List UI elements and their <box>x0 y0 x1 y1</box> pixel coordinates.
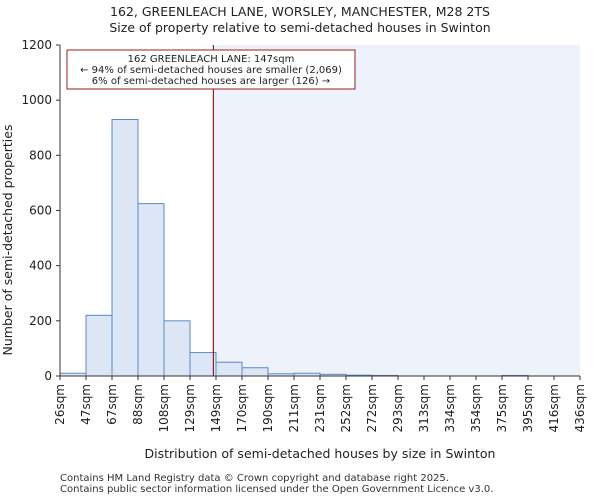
x-tick-label: 354sqm <box>469 384 483 432</box>
y-tick-label: 600 <box>29 204 52 218</box>
x-tick-label: 211sqm <box>287 384 301 432</box>
histogram-bar <box>137 203 165 377</box>
histogram-bar <box>111 118 139 377</box>
x-tick-label: 293sqm <box>391 384 405 432</box>
histogram-bar <box>241 367 269 377</box>
x-tick-label: 395sqm <box>521 384 535 432</box>
annotation-smaller: ← 94% of semi-detached houses are smalle… <box>80 65 342 76</box>
x-tick-label: 190sqm <box>261 384 275 432</box>
x-tick-label: 436sqm <box>573 384 587 432</box>
y-tick-label: 1000 <box>21 93 52 107</box>
annotation-title: 162 GREENLEACH LANE: 147sqm <box>128 54 295 65</box>
x-tick-label: 375sqm <box>495 384 509 432</box>
footer-copyright: Contains HM Land Registry data © Crown c… <box>60 473 449 484</box>
annotation-larger: 6% of semi-detached houses are larger (1… <box>92 76 330 87</box>
y-tick-label: 800 <box>29 148 52 162</box>
x-tick-label: 231sqm <box>313 384 327 432</box>
chart-title: 162, GREENLEACH LANE, WORSLEY, MANCHESTE… <box>110 4 490 19</box>
x-tick-label: 26sqm <box>53 384 67 425</box>
y-tick-label: 0 <box>44 369 52 383</box>
chart-subtitle: Size of property relative to semi-detach… <box>109 20 491 35</box>
histogram-chart: 0 200 400 600 800 1000 1200 26sqm 47sqm 67sqm 88s… <box>0 38 587 461</box>
x-tick-label: 272sqm <box>365 384 379 432</box>
x-tick-label: 416sqm <box>547 384 561 432</box>
x-tick-label: 129sqm <box>183 384 197 432</box>
above-property-region <box>213 45 580 376</box>
x-tick-label: 252sqm <box>339 384 353 432</box>
y-axis-label: Number of semi-detached properties <box>0 125 15 356</box>
y-tick-label: 1200 <box>21 38 52 52</box>
footer-licence: Contains public sector information licen… <box>60 484 494 495</box>
x-tick-label: 47sqm <box>79 384 93 425</box>
x-tick-label: 88sqm <box>131 384 145 425</box>
histogram-bar <box>215 361 243 377</box>
x-tick-label: 170sqm <box>235 384 249 432</box>
y-tick-label: 200 <box>29 314 52 328</box>
histogram-bar <box>163 320 191 377</box>
x-axis-label: Distribution of semi-detached houses by … <box>145 446 496 461</box>
x-tick-label: 67sqm <box>105 384 119 425</box>
histogram-bar <box>85 314 113 377</box>
annotation-box <box>66 49 356 90</box>
histogram-bar <box>189 352 217 377</box>
x-tick-label: 334sqm <box>443 384 457 432</box>
x-tick-label: 149sqm <box>209 384 223 432</box>
y-tick-label: 400 <box>29 259 52 273</box>
x-tick-label: 108sqm <box>157 384 171 432</box>
x-tick-label: 313sqm <box>417 384 431 432</box>
